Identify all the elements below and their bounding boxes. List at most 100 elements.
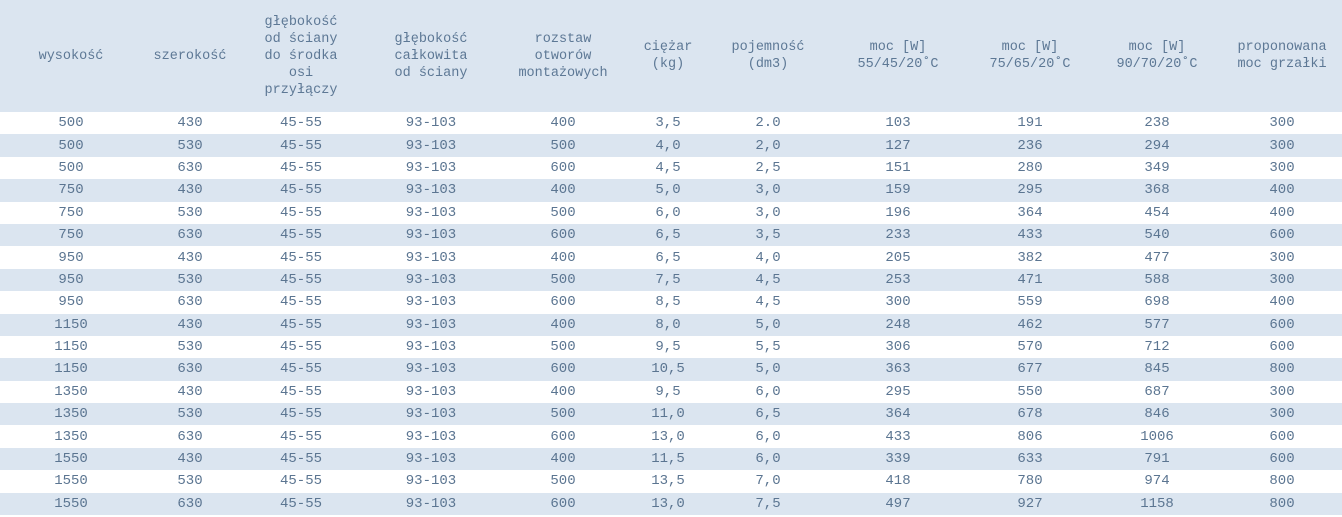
table-cell: 300 bbox=[1222, 268, 1342, 292]
table-cell: 950 bbox=[58, 294, 84, 311]
table-cell: 45-55 bbox=[279, 428, 322, 445]
table-cell: 93-103 bbox=[364, 179, 498, 202]
table-cell: 400 bbox=[498, 179, 628, 202]
table-cell: 93-103 bbox=[364, 313, 498, 336]
table-cell: 530 bbox=[142, 268, 238, 292]
table-cell: 93-103 bbox=[405, 473, 457, 490]
table-cell: 500 bbox=[58, 159, 84, 176]
table-cell: 11,5 bbox=[628, 447, 708, 471]
table-cell: 430 bbox=[142, 447, 238, 471]
table-cell: 339 bbox=[828, 447, 968, 471]
table-cell: 295 bbox=[885, 383, 911, 400]
table-cell: 1006 bbox=[1140, 428, 1174, 445]
table-cell: 1350 bbox=[0, 403, 142, 426]
table-cell: 93-103 bbox=[405, 249, 457, 266]
table-cell: 253 bbox=[828, 268, 968, 292]
table-cell: 698 bbox=[1144, 294, 1170, 311]
table-cell: 800 bbox=[1222, 358, 1342, 381]
table-cell: 10,5 bbox=[628, 358, 708, 381]
table-cell: 600 bbox=[498, 358, 628, 381]
table-cell: 93-103 bbox=[364, 223, 498, 247]
table-cell: 3,0 bbox=[755, 204, 781, 221]
table-cell: 550 bbox=[1017, 383, 1043, 400]
table-cell: 368 bbox=[1092, 179, 1222, 202]
table-row: 950 430 45-55 93-103 400 6,5 4,0 205 382 477 300 bbox=[0, 246, 1342, 268]
column-header: moc [W] 75/65/20˚C bbox=[968, 0, 1092, 112]
table-cell: 400 bbox=[1269, 294, 1295, 311]
column-header: moc [W] 90/70/20˚C bbox=[1092, 0, 1222, 112]
table-cell: 45-55 bbox=[279, 383, 322, 400]
table-cell: 400 bbox=[1222, 179, 1342, 202]
table-cell: 950 bbox=[0, 268, 142, 292]
table-cell: 5,0 bbox=[628, 179, 708, 202]
column-header: rozstaw otworów montażowych bbox=[498, 0, 628, 112]
table-cell: 750 bbox=[58, 204, 84, 221]
table-cell: 13,0 bbox=[628, 492, 708, 516]
table-cell: 151 bbox=[885, 159, 911, 176]
table-cell: 1158 bbox=[1092, 492, 1222, 516]
table-cell: 800 bbox=[1269, 473, 1295, 490]
table-cell: 462 bbox=[968, 313, 1092, 336]
table-cell: 6,5 bbox=[655, 249, 681, 266]
table-cell: 45-55 bbox=[279, 204, 322, 221]
table-cell: 45-55 bbox=[238, 223, 364, 247]
table-cell: 600 bbox=[1269, 339, 1295, 356]
table-cell: 418 bbox=[885, 473, 911, 490]
table-cell: 950 bbox=[58, 249, 84, 266]
table-cell: 500 bbox=[498, 403, 628, 426]
table-row: 1550 630 45-55 93-103 600 13,0 7,5 497 927 1158 80… bbox=[0, 492, 1342, 516]
column-header: ciężar (kg) bbox=[628, 0, 708, 112]
table-cell: 6,5 bbox=[628, 223, 708, 247]
table-cell: 433 bbox=[968, 223, 1092, 247]
table-cell: 600 bbox=[550, 428, 576, 445]
table-row: 1350 430 45-55 93-103 400 9,5 6,0 295 550 687 300 bbox=[0, 381, 1342, 403]
table-cell: 846 bbox=[1092, 403, 1222, 426]
table-cell: 806 bbox=[1017, 428, 1043, 445]
table-cell: 600 bbox=[1222, 447, 1342, 471]
table-cell: 93-103 bbox=[405, 159, 457, 176]
table-cell: 233 bbox=[828, 223, 968, 247]
table-cell: 600 bbox=[1222, 223, 1342, 247]
table-cell: 630 bbox=[177, 294, 203, 311]
table-cell: 93-103 bbox=[364, 358, 498, 381]
table-cell: 300 bbox=[1222, 403, 1342, 426]
table-row: 950 530 45-55 93-103 500 7,5 4,5 253 471 588 300 bbox=[0, 268, 1342, 292]
table-cell: 540 bbox=[1092, 223, 1222, 247]
table-cell: 300 bbox=[1269, 115, 1295, 132]
table-cell: 677 bbox=[968, 358, 1092, 381]
table-cell: 4,5 bbox=[655, 159, 681, 176]
table-cell: 800 bbox=[1222, 492, 1342, 516]
header-row: wysokość szerokość głębokość od ściany do … bbox=[0, 0, 1342, 112]
table-cell: 630 bbox=[142, 223, 238, 247]
table-cell: 530 bbox=[142, 134, 238, 157]
column-header: głębokość całkowita od ściany bbox=[364, 0, 498, 112]
table-cell: 1350 bbox=[54, 383, 88, 400]
table-cell: 577 bbox=[1092, 313, 1222, 336]
table-cell: 500 bbox=[550, 339, 576, 356]
table-cell: 45-55 bbox=[238, 179, 364, 202]
table-cell: 103 bbox=[885, 115, 911, 132]
table-cell: 791 bbox=[1092, 447, 1222, 471]
table-cell: 13,5 bbox=[651, 473, 685, 490]
table-cell: 3,5 bbox=[655, 115, 681, 132]
table-cell: 295 bbox=[968, 179, 1092, 202]
column-header: moc [W] 55/45/20˚C bbox=[828, 0, 968, 112]
table-cell: 400 bbox=[498, 313, 628, 336]
table-cell: 530 bbox=[177, 339, 203, 356]
table-cell: 93-103 bbox=[405, 428, 457, 445]
table-row: 1150 630 45-55 93-103 600 10,5 5,0 363 677 845 800 bbox=[0, 358, 1342, 381]
table-cell: 93-103 bbox=[364, 447, 498, 471]
table-cell: 45-55 bbox=[279, 249, 322, 266]
table-cell: 300 bbox=[1269, 159, 1295, 176]
table-cell: 7,5 bbox=[708, 492, 828, 516]
table-row: 500 530 45-55 93-103 500 4,0 2,0 127 236 294 300 bbox=[0, 134, 1342, 157]
table-cell: 300 bbox=[1222, 134, 1342, 157]
table-cell: 7,5 bbox=[628, 268, 708, 292]
table-cell: 93-103 bbox=[405, 383, 457, 400]
table-cell: 93-103 bbox=[405, 339, 457, 356]
table-cell: 1550 bbox=[0, 447, 142, 471]
table-cell: 500 bbox=[498, 268, 628, 292]
table-cell: 400 bbox=[550, 115, 576, 132]
table-cell: 530 bbox=[177, 473, 203, 490]
